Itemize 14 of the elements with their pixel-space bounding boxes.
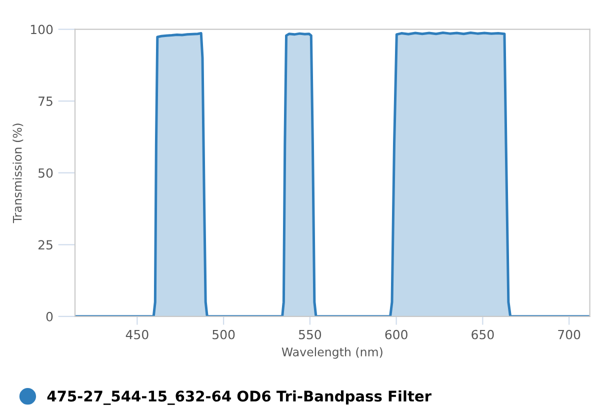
x-tick-label: 650 (472, 330, 494, 340)
y-axis-title: Transmission (%) (12, 124, 24, 224)
y-tick-label: 50 (38, 168, 53, 178)
legend-label: 475-27_544-15_632-64 OD6 Tri-Bandpass Filter (47, 390, 432, 405)
x-axis-title: Wavelength (nm) (282, 347, 382, 359)
y-tick-label: 25 (38, 240, 52, 250)
y-tick-label: 100 (30, 24, 53, 34)
x-tick-label: 550 (298, 330, 322, 340)
x-tick-label: 600 (385, 330, 408, 340)
x-tick-label: 500 (212, 330, 235, 340)
y-tick-label: 0 (46, 312, 53, 322)
x-tick-label: 450 (126, 330, 148, 340)
x-tick-label: 700 (558, 330, 580, 340)
y-tick-label: 75 (38, 96, 52, 106)
